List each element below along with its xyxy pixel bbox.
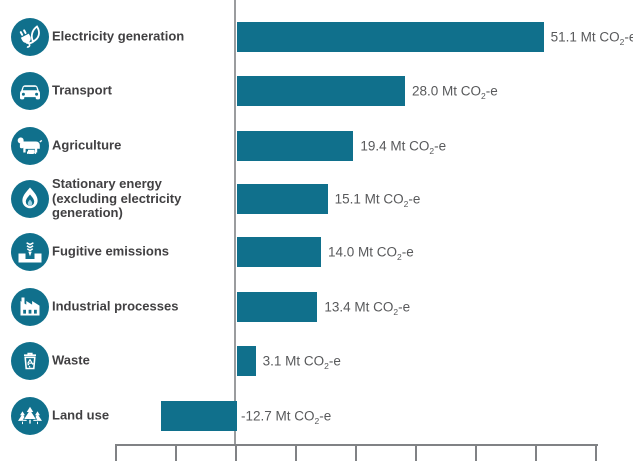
- unit-prefix: Mt CO: [576, 29, 620, 45]
- category-label: Land use: [52, 407, 110, 423]
- zero-baseline: [234, 0, 236, 446]
- value-label: 51.1 Mt CO2-e: [550, 29, 633, 48]
- category-label: Waste: [52, 352, 90, 368]
- bar-electricity-generation: [237, 22, 544, 52]
- chart-row: Industrial processes 13.4 Mt CO2-e: [0, 280, 633, 334]
- unit-subscript: 2: [314, 416, 320, 427]
- unit-prefix: Mt CO: [386, 138, 430, 154]
- value-label: 13.4 Mt CO2-e: [324, 299, 411, 318]
- unit-subscript: 2: [429, 146, 435, 157]
- bar-industrial-processes: [237, 292, 318, 322]
- unit-subscript: 2: [393, 307, 399, 318]
- category-label: Fugitive emissions: [52, 243, 170, 259]
- unit-prefix: Mt CO: [350, 299, 394, 315]
- bar-waste: [237, 346, 256, 376]
- value-label: 19.4 Mt CO2-e: [360, 138, 447, 157]
- chart-row: Electricity generation 51.1 Mt CO2-e: [0, 10, 633, 64]
- value-number: 19.4: [360, 138, 387, 154]
- x-axis-tick: [235, 444, 237, 461]
- value-number: 14.0: [328, 244, 355, 260]
- unit-suffix: -e: [401, 244, 414, 260]
- x-axis-line: [116, 444, 598, 446]
- value-label: 14.0 Mt CO2-e: [328, 244, 414, 263]
- category-label: Stationary energy (excluding electricity…: [52, 176, 182, 221]
- bar-land-use: [160, 401, 237, 431]
- chart-row: Land use -12.7 Mt CO2-e: [0, 389, 633, 443]
- chart-row: Waste 3.1 Mt CO2-e: [0, 334, 633, 388]
- unit-suffix: -e: [434, 138, 447, 154]
- category-label: Agriculture: [52, 137, 122, 153]
- unit-prefix: Mt CO: [360, 191, 404, 207]
- value-number: 3.1: [262, 353, 282, 369]
- land-use-icon: [11, 397, 49, 435]
- value-number: -12.7: [241, 408, 272, 424]
- x-axis-tick: [355, 444, 357, 461]
- category-label: Industrial processes: [52, 298, 179, 314]
- fugitive-emissions-icon: [11, 233, 49, 271]
- unit-prefix: Mt CO: [271, 408, 315, 424]
- value-label: 28.0 Mt CO2-e: [412, 83, 498, 102]
- value-number: 28.0: [412, 83, 439, 99]
- x-axis-tick: [415, 444, 417, 461]
- unit-subscript: 2: [619, 37, 625, 48]
- x-axis-tick: [595, 444, 597, 461]
- unit-prefix: Mt CO: [354, 244, 398, 260]
- waste-icon: [11, 342, 49, 380]
- x-axis-tick: [475, 444, 477, 461]
- x-axis-tick: [175, 444, 177, 461]
- transport-icon: [11, 72, 49, 110]
- value-number: 15.1: [334, 191, 361, 207]
- bar-transport: [237, 76, 405, 106]
- value-number: 13.4: [324, 299, 351, 315]
- unit-prefix: Mt CO: [438, 83, 482, 99]
- value-label: -12.7 Mt CO2-e: [241, 408, 332, 427]
- unit-suffix: -e: [398, 299, 411, 315]
- value-label: 15.1 Mt CO2-e: [334, 191, 421, 210]
- x-axis-tick: [115, 444, 117, 461]
- unit-suffix: -e: [319, 408, 332, 424]
- category-label: Electricity generation: [52, 28, 185, 44]
- unit-suffix: -e: [624, 29, 633, 45]
- unit-suffix: -e: [485, 83, 498, 99]
- bar-agriculture: [237, 131, 354, 161]
- industrial-processes-icon: [11, 288, 49, 326]
- unit-subscript: 2: [324, 361, 329, 372]
- bar-fugitive-emissions: [237, 237, 321, 267]
- x-axis-tick: [535, 444, 537, 461]
- unit-suffix: -e: [408, 191, 421, 207]
- bar-stationary-energy: [237, 184, 328, 214]
- unit-subscript: 2: [403, 199, 409, 210]
- x-axis-tick: [295, 444, 297, 461]
- unit-subscript: 2: [481, 91, 486, 102]
- value-label: 3.1 Mt CO2-e: [262, 353, 341, 372]
- category-label: Transport: [52, 82, 112, 98]
- unit-prefix: Mt CO: [281, 353, 325, 369]
- chart-row: Fugitive emissions 14.0 Mt CO2-e: [0, 225, 633, 279]
- electricity-generation-icon: [11, 18, 49, 56]
- chart-row: Agriculture 19.4 Mt CO2-e: [0, 119, 633, 173]
- stationary-energy-icon: [11, 180, 49, 218]
- chart-row: Transport 28.0 Mt CO2-e: [0, 64, 633, 118]
- chart-row: Stationary energy (excluding electricity…: [0, 172, 633, 226]
- unit-subscript: 2: [397, 252, 402, 263]
- agriculture-icon: [11, 127, 49, 165]
- value-number: 51.1: [550, 29, 577, 45]
- unit-suffix: -e: [328, 353, 341, 369]
